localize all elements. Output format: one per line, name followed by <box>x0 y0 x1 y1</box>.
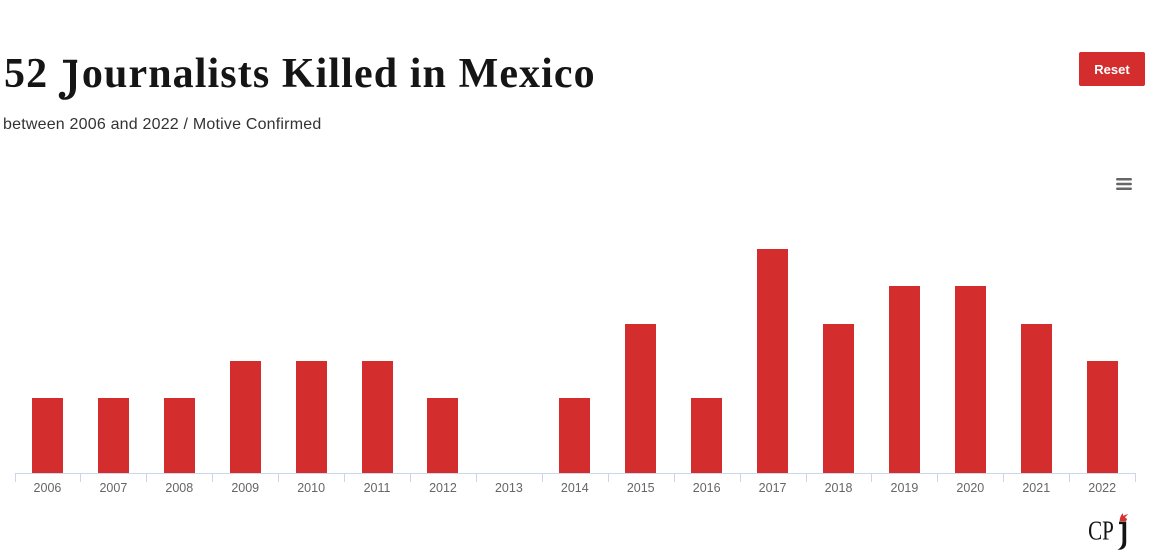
svg-text:CP: CP <box>1088 516 1114 546</box>
